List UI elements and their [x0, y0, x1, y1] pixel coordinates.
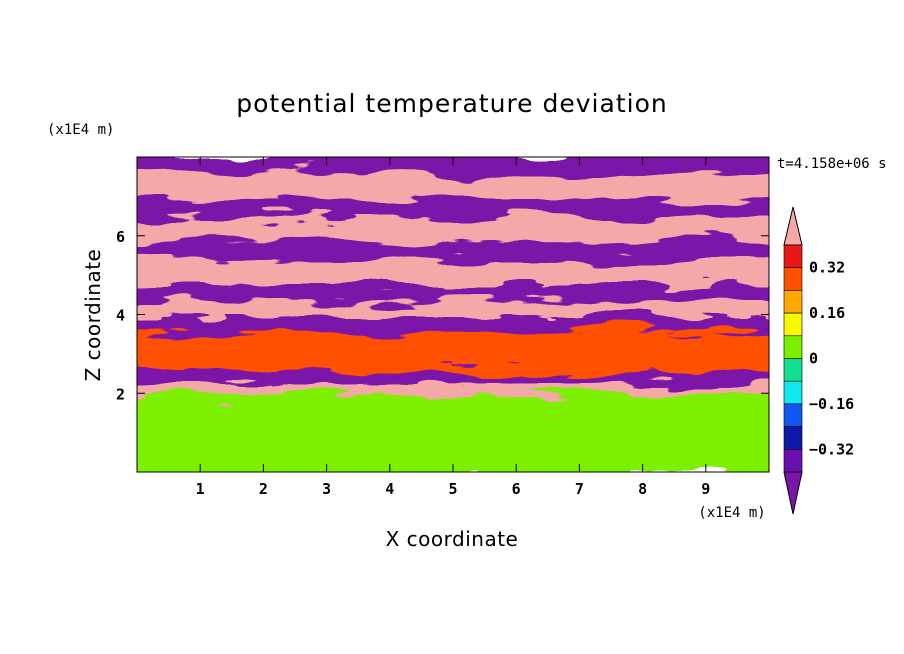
field-layer [137, 257, 769, 285]
x-tick-label: 7 [575, 480, 584, 498]
colorbar-tick-label: 0 [809, 350, 818, 368]
y-axis-unit: (x1E4 m) [47, 122, 114, 138]
field-layer [137, 237, 769, 262]
colorbar-box [783, 290, 803, 314]
field-layer [137, 157, 769, 175]
x-tick-label: 5 [448, 480, 457, 498]
colorbar-box [783, 267, 803, 291]
chart-title: potential temperature deviation [236, 89, 667, 118]
colorbar-tick-label: −0.32 [809, 440, 854, 458]
y-tick-label: 4 [116, 307, 125, 325]
y-axis-label: Z coordinate [81, 249, 105, 382]
colorbar-box [783, 426, 803, 450]
field-layer [137, 312, 769, 333]
x-axis-label: X coordinate [386, 527, 519, 551]
x-tick-label: 6 [512, 480, 521, 498]
x-tick-label: 9 [701, 480, 710, 498]
x-tick-label: 3 [322, 480, 331, 498]
colorbar-tick-label: 0.16 [809, 304, 845, 322]
heatmap-field [137, 157, 769, 472]
y-axis: 2 4 6 [116, 228, 769, 403]
colorbar-tick-label: 0.32 [809, 259, 845, 277]
x-tick-label: 8 [638, 480, 647, 498]
x-tick-label: 2 [259, 480, 268, 498]
field-layer [137, 214, 769, 242]
y-tick-label: 6 [116, 228, 125, 246]
field-layer [137, 281, 769, 301]
colorbar-tick-label: −0.16 [809, 395, 854, 413]
field-layer [137, 391, 769, 472]
colorbar-bottom-extension [783, 471, 803, 515]
colorbar-top-extension [783, 206, 803, 246]
colorbar-box [783, 358, 803, 382]
colorbar-box [783, 380, 803, 405]
x-axis-unit: (x1E4 m) [698, 505, 765, 521]
colorbar-box [783, 403, 803, 427]
colorbar-box [783, 335, 803, 359]
field-layer [137, 328, 769, 372]
y-tick-label: 2 [116, 385, 125, 403]
colorbar-box [783, 312, 803, 337]
x-tick-label: 1 [196, 480, 205, 498]
x-axis: 1 2 3 4 5 6 7 8 9 [196, 157, 710, 498]
field-layer [137, 194, 769, 219]
colorbar-box [783, 244, 803, 269]
colorbar: 0.32 0.16 0 −0.16 −0.32 [783, 206, 854, 515]
x-tick-label: 4 [385, 480, 394, 498]
field-layer [137, 296, 769, 317]
field-layer [137, 170, 769, 199]
time-label: t=4.158e+06 s [777, 156, 887, 172]
colorbar-box [783, 448, 803, 473]
